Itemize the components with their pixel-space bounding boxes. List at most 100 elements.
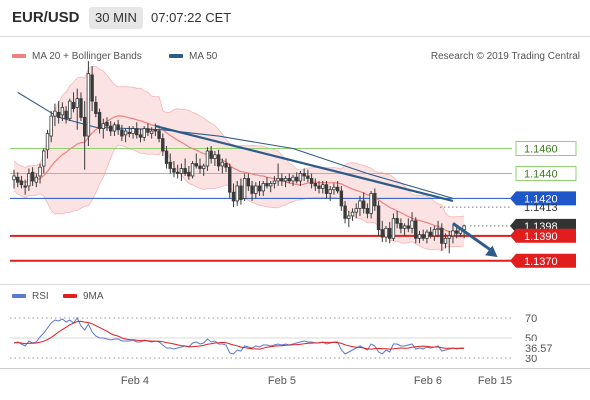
chart-header: EUR/USD 30 MIN 07:07:22 CET — [0, 0, 590, 36]
candle-body — [109, 125, 113, 132]
candle — [131, 126, 135, 139]
copyright-text: Research © 2019 Trading Central — [430, 51, 580, 62]
candle — [53, 103, 57, 127]
candle-body — [436, 227, 440, 231]
price-label-text: 1.1420 — [524, 193, 558, 205]
candle-body — [175, 171, 180, 174]
candle-body — [272, 180, 277, 184]
candle-body — [317, 185, 321, 189]
candle — [16, 172, 20, 188]
candle — [161, 133, 165, 157]
candle — [414, 217, 418, 244]
candle-body — [172, 168, 176, 173]
candle-body — [235, 185, 239, 202]
price-label-text: 1.1390 — [524, 231, 558, 243]
candle — [406, 218, 411, 233]
candle-body — [146, 128, 150, 133]
x-tick-label: Feb 15 — [478, 375, 512, 387]
x-axis-ticks: Feb 4 Feb 5 Feb 6 Feb 15 — [121, 375, 512, 387]
candle-body — [149, 130, 154, 134]
legend-rsi: RSI — [12, 291, 49, 302]
price-label-1.1420: 1.1420 — [510, 191, 576, 205]
candle — [384, 225, 388, 243]
candle — [135, 122, 139, 139]
legend-ma50-label: MA 50 — [189, 51, 218, 62]
candle-body — [161, 138, 165, 152]
candle-body — [112, 124, 117, 132]
candle-body — [376, 205, 381, 231]
candle — [86, 61, 91, 147]
candle — [79, 92, 83, 122]
candle — [242, 173, 247, 201]
price-label-bg — [515, 165, 577, 181]
candle — [402, 223, 407, 236]
clock-label: 07:07:22 CET — [151, 10, 232, 25]
candle — [224, 158, 228, 173]
candle — [399, 218, 403, 234]
candle — [324, 180, 329, 199]
candle-body — [454, 230, 459, 234]
candle-body — [198, 165, 202, 169]
candle — [373, 188, 377, 211]
candle — [75, 88, 79, 130]
candle — [317, 180, 321, 194]
candle-body — [451, 230, 455, 237]
candle-body — [365, 208, 370, 214]
candle-body — [64, 110, 68, 119]
candle-body — [116, 124, 120, 131]
candle-body — [440, 227, 444, 244]
candle — [254, 182, 258, 199]
rsi-swatch — [12, 294, 26, 299]
candle — [309, 173, 314, 189]
legend-bollinger-label: MA 20 + Bollinger Bands — [32, 51, 142, 62]
candle-body — [23, 185, 27, 188]
candle-body — [60, 106, 65, 116]
candle-body — [443, 237, 448, 244]
candle-body — [280, 178, 284, 182]
candle — [168, 153, 172, 174]
candle-body — [190, 163, 195, 177]
candle — [142, 126, 146, 142]
candle-body — [335, 186, 340, 192]
candle — [194, 153, 198, 169]
candle — [228, 163, 232, 199]
candle-body — [228, 166, 232, 193]
candle-body — [19, 180, 24, 186]
candle-body — [30, 171, 35, 182]
legend-rsi-ma: 9MA — [63, 291, 104, 302]
candle — [109, 121, 113, 137]
candle-body — [321, 184, 325, 189]
candle-body — [406, 225, 411, 229]
candle-body — [361, 200, 366, 209]
candle — [94, 96, 98, 118]
candle — [369, 190, 373, 219]
candle-body — [347, 215, 351, 219]
candle-body — [142, 128, 146, 138]
candle-body — [202, 165, 206, 169]
candle-body — [90, 74, 94, 102]
candle — [410, 212, 414, 234]
timeframe-badge[interactable]: 30 MIN — [89, 7, 143, 29]
candle-body — [71, 101, 76, 110]
price-label-text: 1.1413 — [524, 202, 558, 214]
candle-body — [86, 73, 91, 137]
candle-body — [157, 130, 161, 139]
candle-body — [369, 193, 373, 214]
candle-body — [246, 178, 251, 187]
candle — [443, 233, 448, 249]
candle — [82, 101, 87, 170]
price-label-1.1370: 1.1370 — [510, 253, 576, 268]
candle — [335, 180, 340, 194]
candle-body — [268, 183, 273, 187]
price-label-text: 1.1370 — [524, 256, 558, 268]
candle-body — [380, 229, 384, 238]
candle — [287, 173, 291, 184]
candle — [179, 163, 184, 181]
candle-body — [276, 178, 280, 182]
candle — [321, 180, 325, 194]
candle — [328, 185, 332, 201]
bollinger-lower-line — [13, 144, 465, 252]
candle — [56, 101, 61, 124]
candle — [172, 161, 176, 178]
